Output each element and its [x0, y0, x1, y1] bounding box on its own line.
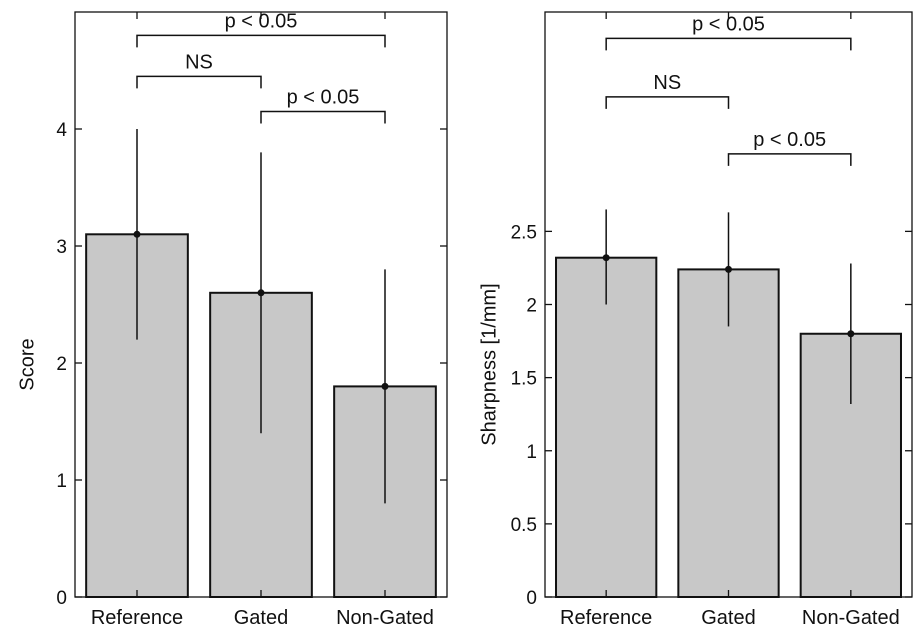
y-tick-label: 2: [56, 354, 67, 375]
bar-reference: [555, 256, 658, 598]
y-axis-title: Score: [16, 338, 38, 390]
y-tick-label: 1: [526, 442, 537, 463]
significance-bracket: [136, 75, 262, 89]
y-tick-label: 0.5: [511, 515, 537, 536]
x-category-label: Reference: [91, 607, 183, 629]
x-category-label: Reference: [560, 607, 652, 629]
mean-marker: [257, 289, 265, 297]
mean-marker: [602, 254, 610, 262]
x-category-label: Gated: [234, 607, 288, 629]
sharpness-chart: 0 0.5 1 1.5 2 2.5 Reference Gated Non-Gated Sharp…: [478, 11, 913, 629]
mean-marker: [725, 265, 732, 273]
y-tick-label: 2.5: [511, 222, 537, 243]
y-tick-label: 0: [56, 588, 67, 609]
significance-label: NS: [185, 51, 213, 73]
significance-label: p < 0.05: [287, 86, 360, 108]
significance-bracket: [605, 37, 852, 51]
significance-label: p < 0.05: [753, 129, 826, 151]
significance-label: p < 0.05: [225, 10, 298, 32]
significance-bracket: [136, 34, 386, 48]
y-axis-title: Sharpness [1/mm]: [478, 283, 500, 445]
significance-bracket: [727, 153, 852, 166]
y-tick-label: 2: [526, 296, 537, 317]
score-chart: 0 1 2 3 4 Reference Gated Non-Gated Score p < 0.0…: [16, 10, 448, 629]
y-tick-label: 0: [526, 588, 537, 609]
y-tick-label: 1: [56, 471, 67, 492]
significance-label: p < 0.05: [692, 13, 765, 35]
mean-marker: [847, 330, 855, 338]
x-category-label: Gated: [701, 607, 755, 629]
significance-bracket: [605, 96, 730, 109]
y-tick-label: 1.5: [511, 369, 537, 390]
significance-bracket: [260, 110, 386, 124]
mean-marker: [381, 382, 389, 390]
significance-label: NS: [653, 72, 681, 94]
y-tick-label: 3: [56, 237, 67, 258]
x-category-label: Non-Gated: [336, 607, 434, 629]
x-category-label: Non-Gated: [802, 607, 900, 629]
y-tick-label: 4: [56, 120, 67, 141]
mean-marker: [133, 230, 141, 238]
